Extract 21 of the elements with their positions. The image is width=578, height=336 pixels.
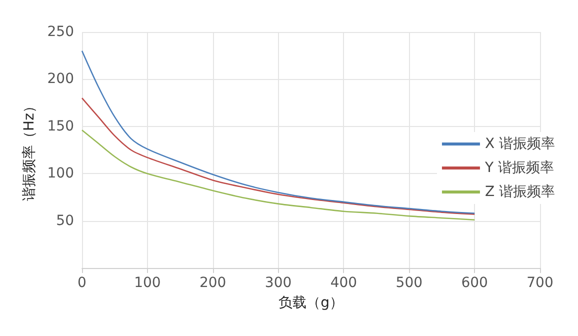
legend-label: X 谐振频率 — [484, 136, 556, 152]
x-tick-label: 500 — [396, 275, 423, 291]
x-axis-title: 负载（g） — [278, 295, 344, 311]
x-tick-label: 100 — [134, 275, 161, 291]
y-axis-title: 谐振频率（Hz） — [21, 99, 38, 201]
legend-label: Y 谐振频率 — [484, 160, 554, 176]
x-tick-label: 600 — [461, 275, 488, 291]
x-tick-label: 700 — [526, 275, 554, 291]
line-series — [81, 50, 476, 214]
y-tick-label: 50 — [56, 212, 74, 229]
line-series — [81, 130, 476, 221]
x-tick-label: 0 — [78, 275, 86, 291]
x-tick-label: 400 — [330, 275, 358, 291]
y-tick-label: 150 — [47, 118, 74, 134]
y-tick-label: 200 — [47, 71, 74, 88]
y-tick-label: 100 — [47, 166, 74, 182]
line-series — [81, 97, 476, 215]
y-tick-label: 250 — [47, 24, 74, 40]
legend-label: Z 谐振频率 — [484, 184, 556, 200]
x-tick-label: 300 — [264, 275, 292, 291]
x-tick-label: 200 — [199, 275, 226, 291]
